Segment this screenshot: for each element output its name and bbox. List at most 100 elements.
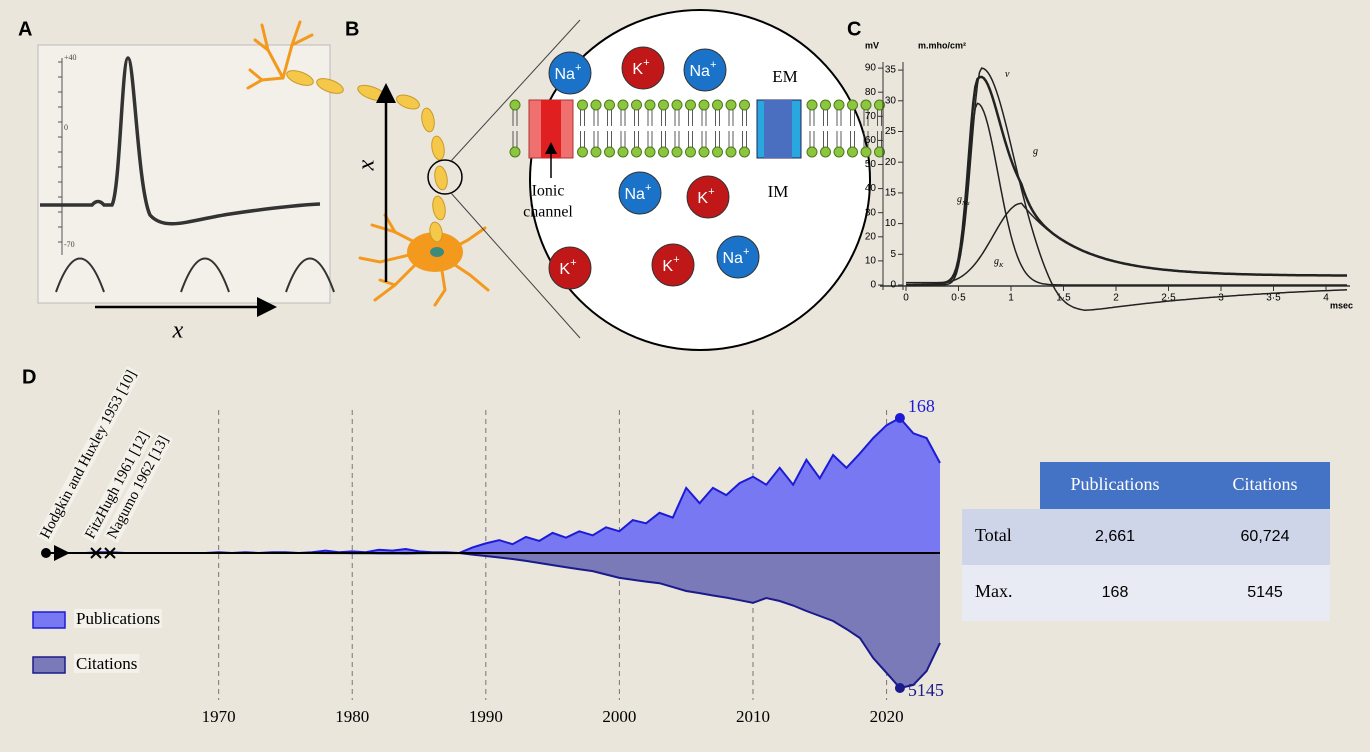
- ion: [618, 171, 662, 215]
- lipid-head: [644, 99, 656, 111]
- myelin: [396, 94, 420, 110]
- lipid-head: [671, 99, 683, 111]
- table-cell: 5145: [1247, 584, 1283, 601]
- lipid-tail: [661, 110, 666, 147]
- annotation-bg: [103, 431, 174, 544]
- c-left-tick-label: 60: [865, 135, 877, 146]
- event-marker: [41, 548, 51, 558]
- c-x-tick-label: 2·5: [1161, 293, 1176, 304]
- c-unit: msec: [1330, 300, 1353, 310]
- panel-label: B: [345, 18, 359, 40]
- ion-label-sup: +: [643, 57, 650, 69]
- lipid-head: [631, 99, 642, 111]
- table-row-label: Max.: [975, 581, 1013, 601]
- ion-label-base: Na: [690, 63, 711, 80]
- c-left-tick-label: 70: [865, 111, 877, 122]
- x-tick-label: 1980: [335, 707, 369, 726]
- b-axis-label: x: [354, 159, 380, 171]
- lipid-tail: [742, 110, 747, 147]
- c-x-tick-label: 0·5: [951, 293, 966, 304]
- c-unit: mV: [865, 40, 879, 50]
- c-unit: m.mho/cm²: [918, 40, 966, 50]
- a-arch: [285, 257, 335, 293]
- lipid-tail: [877, 110, 882, 147]
- ion: [548, 246, 592, 290]
- c-right-tick-label: 20: [885, 157, 897, 168]
- lipid-head: [833, 146, 845, 158]
- c-right-tick-label: 10: [885, 218, 897, 229]
- lipid-tail: [688, 110, 693, 147]
- ion-label: K+: [632, 57, 649, 78]
- c-x-tick-label: 1·5: [1056, 293, 1071, 304]
- annotation-bg: [81, 426, 154, 544]
- max-label: 5145: [908, 680, 944, 700]
- a-tick-label: +40: [64, 53, 77, 62]
- ion-label: Na+: [690, 59, 717, 80]
- lipid-head: [509, 99, 521, 111]
- table-row: [962, 565, 1330, 621]
- zoom-line: [450, 192, 581, 339]
- lipid-head: [820, 99, 831, 111]
- nucleus: [430, 247, 444, 257]
- c-curve-label-base: g: [957, 194, 962, 205]
- lipid-head: [658, 146, 669, 158]
- c-curve-v: [906, 67, 1348, 311]
- a-tick-label: 0: [64, 123, 68, 132]
- ion-label: K+: [697, 186, 714, 207]
- ion-label-base: K: [662, 258, 673, 275]
- table-row-label: Total: [975, 525, 1012, 545]
- lipid-head: [860, 146, 872, 158]
- x-tick-label: 1990: [469, 707, 503, 726]
- ion-label: K+: [662, 254, 679, 275]
- lipid-tail: [634, 110, 639, 147]
- lipid-tail: [863, 110, 869, 147]
- a-trace: [40, 56, 321, 226]
- c-curve-label-base: g: [994, 256, 999, 267]
- c-x-tick-label: 2: [1113, 293, 1119, 304]
- lipid-tail: [809, 110, 815, 147]
- ion-label-base: Na: [555, 66, 576, 83]
- ion-label-base: K: [559, 261, 570, 278]
- ion-pump-core: [764, 100, 792, 158]
- max-point: [894, 413, 905, 423]
- c-right-tick-label: 5: [890, 249, 896, 260]
- c-x-tick-label: 3·5: [1266, 293, 1281, 304]
- c-curve-label-base: g: [1033, 146, 1038, 157]
- c-right-tick-label: 35: [885, 65, 897, 76]
- lipid-head: [685, 99, 696, 111]
- table-header-cell: Citations: [1232, 474, 1297, 494]
- lipid-head: [874, 99, 885, 111]
- c-left-tick-label: 80: [865, 87, 877, 98]
- lipid-head: [820, 146, 831, 158]
- myelin: [432, 195, 446, 221]
- c-left-tick-label: 10: [865, 256, 877, 267]
- table-cell: 2,661: [1095, 528, 1135, 545]
- c-left-tick-label: 40: [865, 183, 877, 194]
- ion-label: Na+: [555, 62, 582, 83]
- panel-label: D: [22, 366, 36, 388]
- x-tick-label: 1970: [202, 707, 236, 726]
- ion: [683, 48, 727, 92]
- ion: [716, 235, 760, 279]
- lipid-head: [617, 99, 629, 111]
- lipid-head: [577, 146, 588, 158]
- lipid-head: [685, 146, 696, 158]
- max-point: [894, 683, 905, 693]
- lipid-head: [739, 146, 750, 158]
- area-fill: [45, 418, 940, 553]
- ion-label-sup: +: [570, 257, 577, 269]
- lipid-head: [847, 146, 858, 158]
- c-right-tick-label: 0: [890, 280, 896, 291]
- ion: [621, 46, 665, 90]
- c-curve-label: v: [1005, 69, 1010, 80]
- lipid-tail: [580, 110, 585, 147]
- c-x-tick-label: 1: [1008, 293, 1014, 304]
- ion-label-base: K: [632, 61, 643, 78]
- lipid-head: [712, 99, 723, 111]
- lipid-head: [806, 146, 818, 158]
- lipid-head: [631, 146, 642, 158]
- ion: [548, 51, 592, 95]
- legend-label: Publications: [76, 609, 160, 628]
- lipid-tail: [701, 110, 707, 147]
- lipid-tail: [647, 110, 653, 147]
